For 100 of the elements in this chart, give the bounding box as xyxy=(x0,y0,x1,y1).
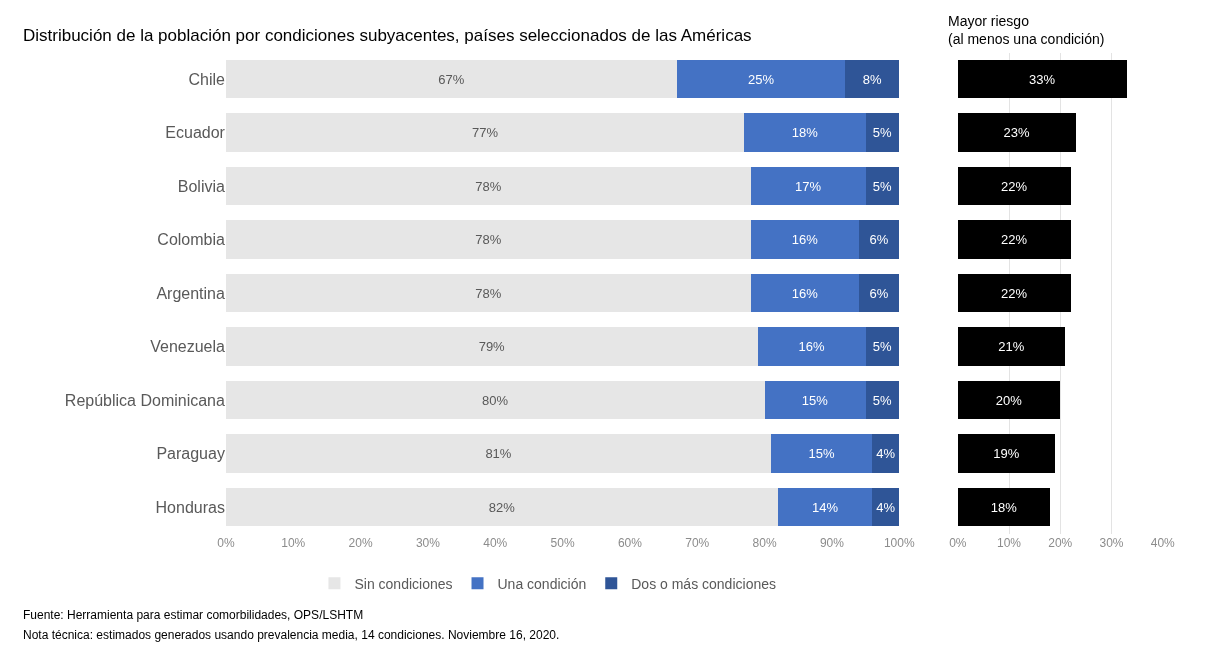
bar xyxy=(778,487,873,527)
data-label: 23% xyxy=(1003,125,1030,141)
bar xyxy=(858,220,900,259)
bar xyxy=(957,59,1127,99)
chart-title: Distribución de la población por condiciones subyacentes, países seleccionados de las Américas xyxy=(23,26,752,45)
bar xyxy=(865,113,900,152)
bar xyxy=(957,220,1071,259)
x-tick-label: 30% xyxy=(415,535,441,550)
bar xyxy=(225,380,765,420)
data-label: 19% xyxy=(993,446,1020,462)
bar xyxy=(225,220,752,259)
data-label: 80% xyxy=(482,392,509,408)
data-label: 22% xyxy=(1000,285,1028,301)
data-label: 16% xyxy=(791,285,819,301)
bar xyxy=(751,166,866,206)
bar xyxy=(957,327,1066,366)
bar xyxy=(957,166,1071,206)
x-tick-label: 20% xyxy=(348,535,373,550)
x-tick-label: 0% xyxy=(217,535,235,550)
bar xyxy=(771,434,873,473)
data-label: 4% xyxy=(876,499,896,515)
data-label: 14% xyxy=(811,499,839,515)
data-label: 78% xyxy=(475,232,502,248)
y-tick-label: Chile xyxy=(188,70,226,88)
x-tick-label: 0% xyxy=(949,535,967,550)
bar xyxy=(225,487,779,527)
bar xyxy=(225,59,678,99)
bar xyxy=(872,434,900,473)
bar xyxy=(225,327,758,366)
y-tick-label: Colombia xyxy=(157,231,226,249)
data-label: 77% xyxy=(471,125,499,141)
x-tick-label: 10% xyxy=(281,535,306,550)
data-label: 20% xyxy=(995,392,1023,408)
bar xyxy=(957,487,1051,527)
text: Nota técnica: estimados generados usando prevalencia media, 14 condiciones. Noviembre 16, 2020. xyxy=(23,628,560,642)
data-label: 79% xyxy=(478,339,506,355)
data-label: 15% xyxy=(801,392,829,408)
x-tick-label: 30% xyxy=(1099,535,1124,550)
data-label: 18% xyxy=(791,125,819,141)
x-tick-label: 40% xyxy=(1150,535,1176,550)
bar xyxy=(757,327,866,366)
source-note: Fuente: Herramienta para estimar comorbilidades, OPS/LSHTM xyxy=(23,608,364,622)
bar xyxy=(225,434,772,473)
data-label: 67% xyxy=(438,71,465,87)
x-tick-label: 70% xyxy=(685,535,710,550)
bar xyxy=(957,113,1076,152)
bar xyxy=(225,273,752,313)
data-label: 82% xyxy=(488,499,516,515)
bar xyxy=(225,166,752,206)
data-label: 5% xyxy=(872,392,893,408)
bar xyxy=(957,380,1061,420)
x-tick-label: 10% xyxy=(997,535,1022,550)
x-tick-label: 80% xyxy=(752,535,777,550)
bar xyxy=(957,273,1071,313)
x-tick-label: 60% xyxy=(617,535,643,550)
x-tick-label: 20% xyxy=(1048,535,1073,550)
y-tick-label: Venezuela xyxy=(150,338,226,356)
y-tick-label: Honduras xyxy=(155,498,225,516)
bar xyxy=(677,59,846,99)
y-tick-label: Bolivia xyxy=(177,177,226,195)
x-tick-label: 90% xyxy=(819,535,845,550)
bar xyxy=(751,273,859,313)
data-label: 25% xyxy=(747,71,775,87)
data-label: 4% xyxy=(876,446,896,462)
legend-label: Dos o más condiciones xyxy=(631,575,776,592)
legend-label: Sin condiciones xyxy=(354,575,453,592)
data-label: 81% xyxy=(485,446,512,462)
data-label: 5% xyxy=(872,339,893,355)
data-label: 22% xyxy=(1000,178,1028,194)
data-label: 15% xyxy=(808,446,836,462)
bar xyxy=(751,220,859,259)
data-label: 5% xyxy=(872,125,893,141)
data-label: 8% xyxy=(862,71,882,87)
bar xyxy=(957,434,1056,473)
data-label: 21% xyxy=(998,339,1025,355)
bar xyxy=(845,59,900,99)
bar xyxy=(225,113,745,152)
y-tick-label: Paraguay xyxy=(156,445,225,463)
data-label: 22% xyxy=(1000,232,1028,248)
legend-label: Una condición xyxy=(497,575,587,592)
data-label: 18% xyxy=(990,499,1018,515)
data-label: 17% xyxy=(795,178,822,194)
data-label: 16% xyxy=(798,339,825,355)
bar xyxy=(764,380,866,420)
bar xyxy=(865,327,900,366)
bar xyxy=(858,273,900,313)
chart-title: Mayor riesgo (al menos una condición) xyxy=(948,13,1105,48)
y-tick-label: Argentina xyxy=(156,284,226,302)
data-label: 33% xyxy=(1029,71,1056,87)
data-label: 6% xyxy=(869,232,889,248)
data-label: 6% xyxy=(869,285,889,301)
data-label: 78% xyxy=(475,285,502,301)
bar xyxy=(744,113,866,152)
x-tick-label: 100% xyxy=(883,535,915,550)
data-label: 78% xyxy=(475,178,502,194)
x-tick-label: 50% xyxy=(550,535,575,550)
data-label: 16% xyxy=(791,232,819,248)
x-tick-label: 40% xyxy=(483,535,508,550)
y-tick-label: Ecuador xyxy=(165,124,226,142)
data-label: 5% xyxy=(872,178,893,194)
